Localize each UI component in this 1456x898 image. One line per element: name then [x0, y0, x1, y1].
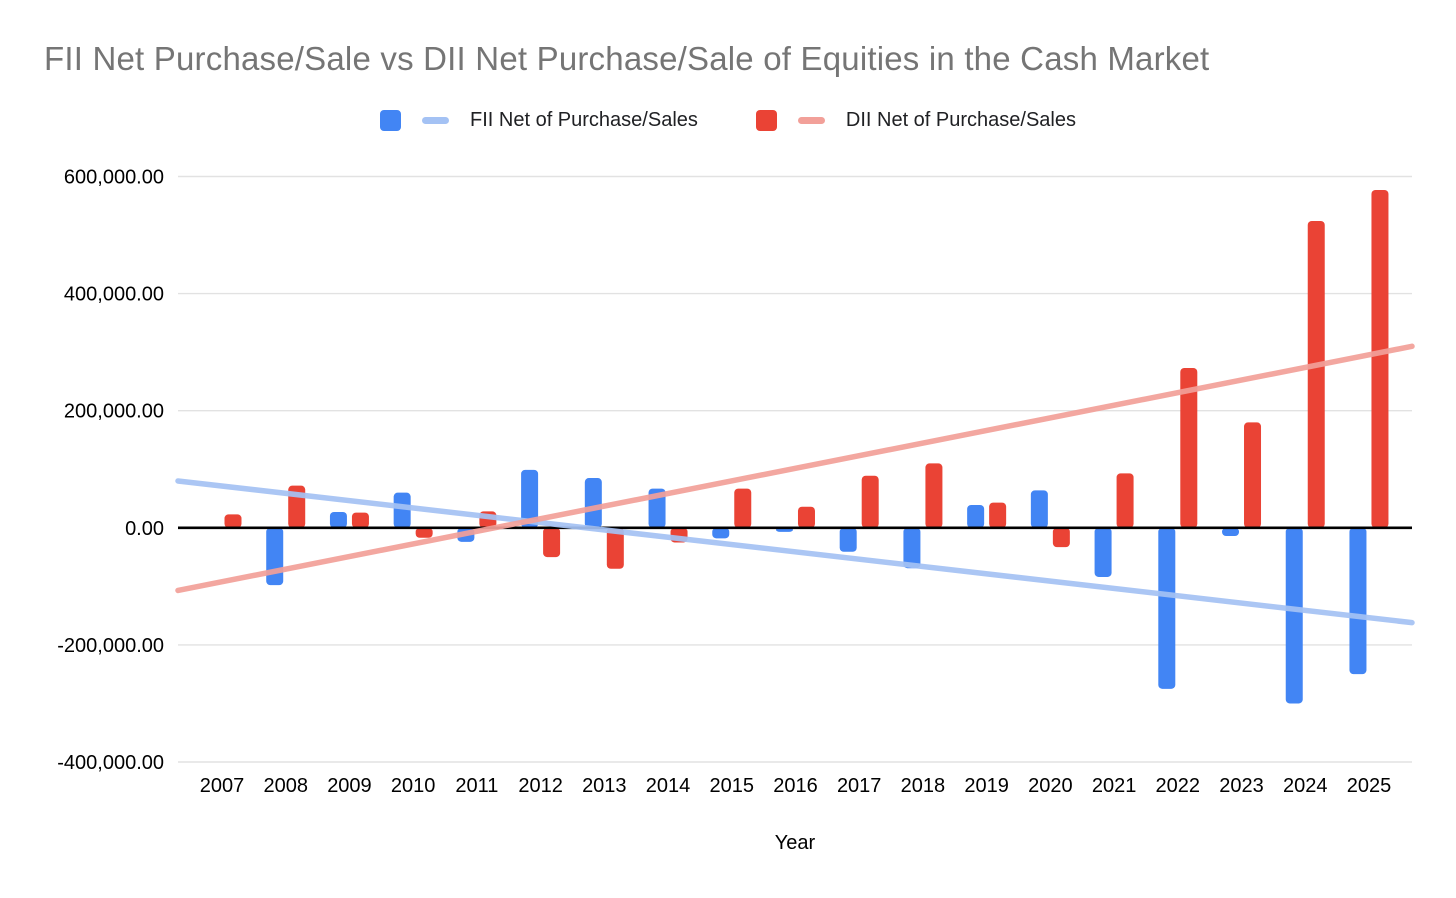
legend-bar-swatch: [380, 110, 401, 131]
x-axis-tick-label: 2021: [1092, 775, 1137, 797]
x-axis-tick-label: 2014: [646, 775, 691, 797]
trendline-dii: [175, 343, 1415, 594]
legend-item-dii: DII Net of Purchase/Sales: [755, 109, 1076, 132]
bar-dii-2010: [415, 527, 433, 538]
y-axis-tick-label: 600,000.00: [64, 167, 164, 189]
bar-fii-2025: [1349, 527, 1367, 675]
x-axis-tick-label: 2022: [1156, 775, 1201, 797]
trendline-fii: [175, 478, 1415, 626]
x-axis-tick-label: 2007: [200, 775, 245, 797]
y-axis-tick-label: 200,000.00: [64, 401, 164, 423]
bar-dii-2021: [1116, 473, 1134, 528]
bar-fii-2020: [1030, 490, 1048, 528]
bar-fii-2008: [266, 527, 284, 586]
x-axis-tick-label: 2024: [1283, 775, 1328, 797]
bar-fii-2013: [584, 478, 602, 528]
x-axis-tick-label: 2017: [837, 775, 882, 797]
bar-fii-2022: [1158, 527, 1176, 689]
bar-dii-2017: [861, 475, 879, 528]
bar-dii-2022: [1180, 367, 1198, 528]
bar-dii-2012: [543, 527, 561, 558]
x-axis-tick-label: 2009: [327, 775, 372, 797]
bar-dii-2024: [1307, 220, 1325, 528]
x-axis-tick-label: 2015: [710, 775, 755, 797]
bar-dii-2023: [1244, 422, 1262, 528]
bar-fii-2015: [712, 527, 730, 539]
bar-dii-2015: [734, 488, 752, 528]
bar-fii-2012: [521, 469, 539, 528]
bar-fii-2024: [1285, 527, 1303, 704]
chart-title: FII Net Purchase/Sale vs DII Net Purchas…: [44, 40, 1210, 77]
x-axis-tick-label: 2010: [391, 775, 436, 797]
x-axis-tick-label: 2011: [455, 775, 498, 797]
legend-trendline-swatch: [422, 117, 449, 124]
y-axis-tick-label: 0.00: [125, 518, 164, 540]
bar-dii-2018: [925, 463, 943, 528]
x-axis-tick-label: 2012: [518, 775, 563, 797]
bar-dii-2009: [351, 512, 369, 528]
bar-dii-2013: [606, 527, 624, 569]
x-axis-tick-label: 2020: [1028, 775, 1073, 797]
bar-fii-2017: [839, 527, 857, 552]
bar-dii-2020: [1052, 527, 1070, 548]
bar-fii-2021: [1094, 527, 1112, 577]
chart-legend: FII Net of Purchase/Sales DII Net of Purc…: [0, 109, 1456, 132]
bar-dii-2007: [224, 514, 242, 528]
y-axis-tick-label: -200,000.00: [57, 635, 164, 657]
x-axis-tick-label: 2013: [582, 775, 627, 797]
bar-dii-2025: [1371, 189, 1389, 528]
legend-label: DII Net of Purchase/Sales: [845, 109, 1076, 131]
bar-fii-2010: [393, 492, 411, 528]
bar-fii-2019: [967, 504, 985, 528]
x-axis-tick-label: 2023: [1219, 775, 1264, 797]
legend-item-fii: FII Net of Purchase/Sales: [380, 109, 698, 132]
bar-fii-2023: [1222, 527, 1240, 536]
x-axis-tick-label: 2025: [1347, 775, 1392, 797]
legend-label: FII Net of Purchase/Sales: [470, 109, 698, 131]
x-axis-tick-label: 2018: [901, 775, 946, 797]
y-axis-tick-label: -400,000.00: [57, 752, 164, 774]
bar-dii-2016: [797, 506, 815, 528]
bar-fii-2018: [903, 527, 921, 569]
x-axis-title: Year: [775, 832, 816, 854]
y-axis-tick-label: 400,000.00: [64, 284, 164, 306]
x-axis-tick-label: 2008: [263, 775, 308, 797]
legend-bar-swatch: [755, 110, 777, 131]
legend-trendline-swatch: [797, 117, 825, 124]
bar-dii-2019: [989, 502, 1007, 528]
x-axis-tick-label: 2019: [964, 775, 1009, 797]
x-axis-tick-label: 2016: [773, 775, 818, 797]
bar-fii-2009: [329, 511, 347, 528]
